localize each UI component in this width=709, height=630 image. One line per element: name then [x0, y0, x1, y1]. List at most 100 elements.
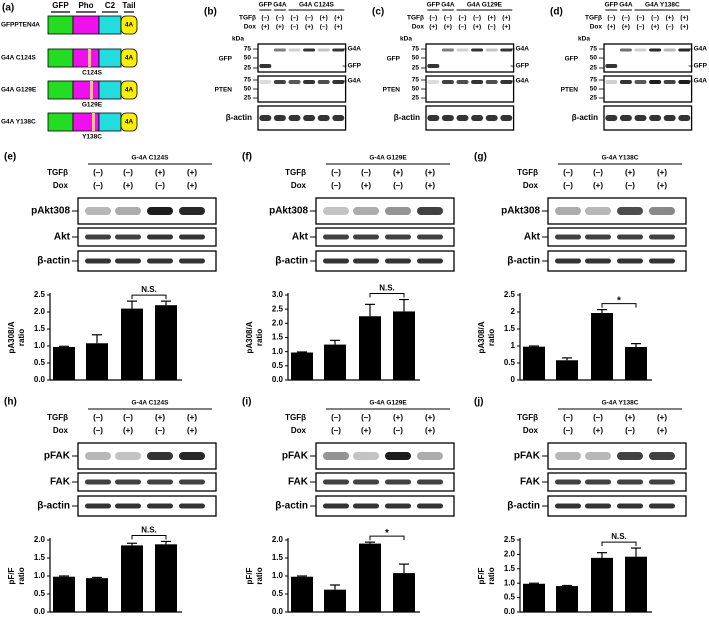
blot-band	[663, 115, 676, 121]
blot-label: β-actin	[37, 501, 70, 512]
significance-bracket	[369, 293, 405, 298]
significance-bracket	[369, 535, 405, 541]
bar	[53, 347, 75, 380]
group-header: G4A C124S	[299, 2, 334, 9]
domain-box	[98, 80, 122, 100]
panel-label: (e)	[4, 152, 16, 163]
blot-band	[441, 80, 454, 84]
blot-band	[585, 503, 611, 509]
blot-band	[649, 479, 675, 485]
blot-label: FAK	[520, 477, 541, 488]
blot-band	[323, 479, 349, 485]
treatment-sign: (+)	[187, 181, 197, 190]
blot-band	[115, 258, 141, 264]
blot-band	[179, 207, 205, 215]
y-axis-label: pA308/A	[7, 321, 16, 353]
blot-band	[555, 503, 581, 509]
blot-band	[385, 258, 411, 264]
blot-band	[259, 64, 272, 68]
band-label: GFP	[516, 63, 530, 70]
blot-label: PTEN	[383, 87, 401, 94]
blot-band	[649, 48, 662, 52]
blot-label: pFAK	[282, 451, 309, 462]
tail-label: 4A	[125, 87, 134, 94]
y-axis-label: pF/F	[477, 567, 486, 584]
bar	[556, 586, 578, 612]
blot-band	[663, 48, 676, 52]
blot-band	[303, 48, 316, 52]
mutation-label: G129E	[82, 102, 103, 109]
domain-header: C2	[105, 1, 116, 10]
blot-band	[147, 479, 173, 485]
blot-band	[303, 80, 316, 84]
blot-band	[179, 234, 205, 240]
y-axis-label: ratio	[17, 567, 26, 584]
treatment-sign: (–)	[622, 15, 630, 22]
significance-bracket	[601, 303, 637, 308]
y-tick-label: 1.0	[504, 578, 516, 587]
treatment-sign: (–)	[291, 24, 299, 31]
blot-band	[385, 503, 411, 509]
blot-band	[353, 479, 379, 485]
blot-band	[619, 115, 632, 121]
blot-band	[555, 479, 581, 485]
treatment-label: Dox	[523, 426, 539, 435]
group-header: GFP	[427, 2, 441, 9]
marker-label: 75	[590, 46, 598, 53]
y-axis-label: pF/F	[7, 567, 16, 584]
unit-label: kDa	[232, 36, 244, 43]
treatment-label: Dox	[53, 426, 69, 435]
tail-label: 4A	[125, 55, 134, 62]
bar	[591, 313, 613, 380]
mutation-mark	[90, 81, 93, 99]
bar	[393, 573, 415, 612]
bar	[359, 543, 381, 612]
blot-band	[605, 80, 618, 84]
blot-band	[273, 48, 286, 52]
marker-label: 25	[244, 65, 252, 72]
blot-label: Akt	[54, 232, 71, 243]
blot-band	[663, 80, 676, 84]
treatment-sign: (+)	[502, 15, 510, 22]
y-tick-label: 2.0	[504, 550, 516, 559]
treatment-sign: (+)	[593, 181, 603, 190]
y-tick-label: 1.5	[34, 324, 46, 333]
treatment-label: Dox	[523, 181, 539, 190]
blot-band	[617, 207, 643, 215]
treatment-sign: (+)	[657, 181, 667, 190]
marker-label: 50	[244, 55, 252, 62]
treatment-sign: (+)	[261, 24, 269, 31]
treatment-label: Dox	[590, 24, 603, 31]
blot	[603, 43, 693, 73]
y-tick-label: 2.5	[504, 535, 516, 544]
blot-band	[456, 48, 469, 52]
treatment-label: Dox	[412, 24, 425, 31]
panel-label: (f)	[242, 152, 252, 163]
treatment-sign: (+)	[666, 15, 674, 22]
blot-band	[500, 115, 513, 121]
treatment-sign: (+)	[334, 24, 342, 31]
significance-bracket	[131, 534, 167, 540]
blot-label: β-actin	[275, 501, 308, 512]
treatment-sign: (–)	[331, 181, 341, 190]
blot-label: β-actin	[226, 113, 252, 122]
bar	[324, 344, 346, 380]
treatment-sign: (–)	[393, 426, 403, 435]
domain-box	[98, 112, 122, 132]
blot-label: PTEN	[561, 87, 579, 94]
treatment-sign: (–)	[123, 413, 133, 422]
treatment-sign: (+)	[334, 15, 342, 22]
y-tick-label: 2.0	[272, 535, 284, 544]
treatment-sign: (–)	[261, 15, 269, 22]
blot-band	[678, 48, 691, 52]
treatment-sign: (+)	[625, 413, 635, 422]
blot-band	[323, 258, 349, 264]
y-tick-label: 0.0	[504, 607, 516, 616]
bar	[291, 576, 313, 612]
mutation-label: Y138C	[82, 134, 102, 141]
tail-box	[120, 15, 138, 35]
treatment-sign: (+)	[393, 168, 403, 177]
blot-band	[323, 207, 349, 215]
blot-band	[617, 479, 643, 485]
blot-band	[649, 258, 675, 264]
